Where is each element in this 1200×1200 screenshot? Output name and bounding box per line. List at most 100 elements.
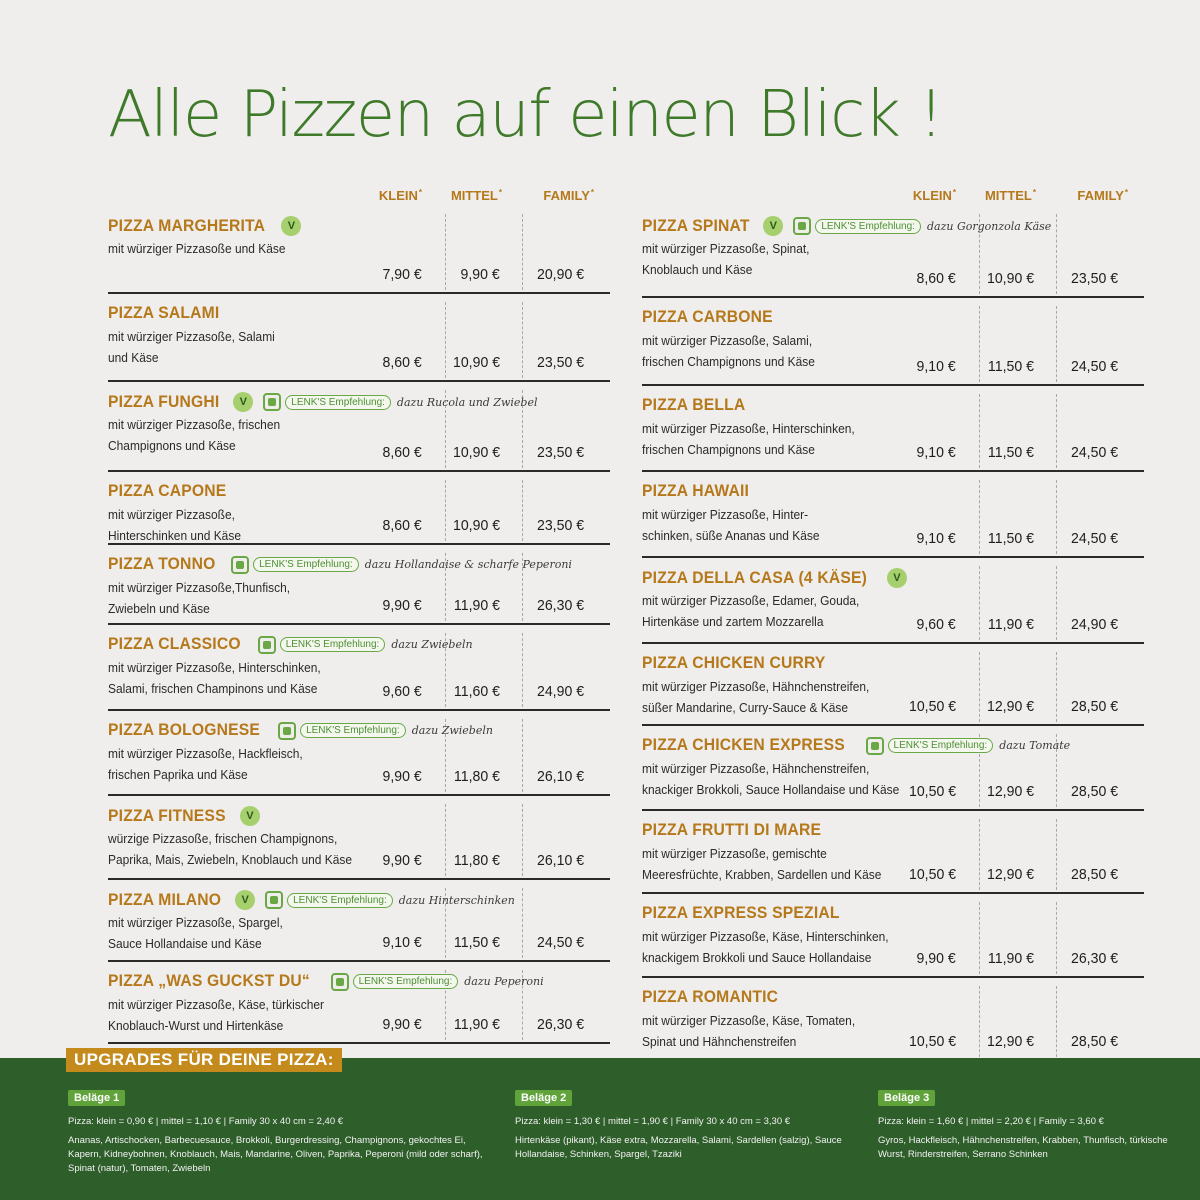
recommendation-text: dazu Gorgonzola Käse xyxy=(926,219,1052,233)
pizza-name: PIZZA ROMANTIC xyxy=(642,988,779,1006)
recommendation-badge: LENK'S Empfehlung: xyxy=(815,218,921,234)
pizza-name: PIZZA EXPRESS SPEZIAL xyxy=(642,904,840,922)
pizza-item: PIZZA CLASSICO LENK'S Empfehlung: dazu Zwi… xyxy=(108,625,610,711)
price-family: 28,50 € xyxy=(1070,1033,1118,1050)
recommendation-text: dazu Peperoni xyxy=(464,975,544,988)
recommendation-badge: LENK'S Empfehlung: xyxy=(285,394,391,410)
pizza-item: PIZZA TONNO LENK'S Empfehlung: dazu Hollan… xyxy=(108,545,610,625)
header-mittel: MITTEL xyxy=(956,188,1036,203)
pizza-item: PIZZA BOLOGNESE LENK'S Empfehlung: dazu Zw… xyxy=(108,711,610,796)
price-klein: 9,10 € xyxy=(916,358,956,375)
pizza-description: mit würziger Pizzasoße, Hähnchenstreifen… xyxy=(642,679,870,694)
pizza-description: mit würziger Pizzasoße, Salami, xyxy=(642,333,813,348)
price-family: 23,50 € xyxy=(536,354,584,371)
vegetarian-icon: V xyxy=(233,392,254,412)
price-mittel: 11,90 € xyxy=(453,1016,500,1033)
recommendation: LENK'S Empfehlung: dazu Rucola und Zwiebe… xyxy=(263,393,537,411)
pizza-name: PIZZA CHICKEN CURRY xyxy=(642,654,826,672)
pizza-description: Salami, frischen Champinons und Käse xyxy=(108,681,318,696)
pizza-description: süßer Mandarine, Curry-Sauce & Käse xyxy=(642,700,849,715)
recommendation-badge: LENK'S Empfehlung: xyxy=(279,637,386,652)
price-klein: 9,90 € xyxy=(382,597,422,614)
pizza-description: frischen Champignons und Käse xyxy=(642,354,815,369)
price-klein: 7,90 € xyxy=(382,266,422,283)
pizza-item: PIZZA FRUTTI DI MARE mit würziger Pizzaso… xyxy=(642,811,1144,894)
price-mittel: 9,90 € xyxy=(460,266,500,283)
pizza-name: PIZZA MARGHERITA xyxy=(108,216,266,235)
price-klein: 9,90 € xyxy=(382,768,422,785)
page-title: Alle Pizzen auf einen Blick ! xyxy=(108,78,944,152)
price-family: 20,90 € xyxy=(536,266,584,283)
price-mittel: 12,90 € xyxy=(986,698,1034,715)
pizza-description: Zwiebeln und Käse xyxy=(108,601,210,616)
recommendation: LENK'S Empfehlung: dazu Zwiebeln xyxy=(278,721,493,740)
price-mittel: 10,90 € xyxy=(452,517,500,534)
recommendation-text: dazu Rucola und Zwiebel xyxy=(396,395,538,409)
recommendation: LENK'S Empfehlung: dazu Tomate xyxy=(865,736,1070,755)
price-family: 24,90 € xyxy=(536,683,584,700)
pizza-name: PIZZA CARBONE xyxy=(642,308,773,326)
price-mittel: 11,50 € xyxy=(987,358,1034,375)
price-family: 26,10 € xyxy=(536,768,584,785)
pizza-description: mit würziger Pizzasoße, Hähnchenstreifen… xyxy=(642,761,870,776)
topping-price: Pizza: klein = 0,90 € | mittel = 1,10 € … xyxy=(68,1116,344,1127)
pizza-item: PIZZA MILANO V LENK'S Empfehlung: dazu Hint… xyxy=(108,880,610,962)
thumbs-up-icon xyxy=(263,393,282,411)
price-family: 23,50 € xyxy=(1070,270,1118,287)
size-header: KLEIN MITTEL FAMILY xyxy=(108,186,610,206)
pizza-description: mit würziger Pizzasoße, Käse, türkischer xyxy=(108,997,325,1012)
recommendation: LENK'S Empfehlung: dazu Hollandaise & sch… xyxy=(231,555,572,574)
price-klein: 10,50 € xyxy=(908,698,956,715)
pizza-description: Champignons und Käse xyxy=(108,438,236,453)
price-klein: 8,60 € xyxy=(382,517,422,534)
pizza-item: PIZZA „WAS GUCKST DU“ LENK'S Empfehlung: d… xyxy=(108,962,610,1044)
recommendation: LENK'S Empfehlung: dazu Peperoni xyxy=(330,972,544,991)
price-family: 28,50 € xyxy=(1070,698,1118,715)
thumbs-up-icon xyxy=(793,217,812,235)
recommendation: LENK'S Empfehlung: dazu Zwiebeln xyxy=(257,635,473,654)
price-klein: 9,90 € xyxy=(916,950,956,967)
price-klein: 8,60 € xyxy=(382,354,422,371)
price-klein: 8,60 € xyxy=(916,270,956,287)
thumbs-up-icon xyxy=(330,972,349,991)
price-klein: 9,10 € xyxy=(916,444,956,461)
pizza-description: mit würziger Pizzasoße, frischen xyxy=(108,417,281,432)
pizza-description: mit würziger Pizzasoße, Hinterschinken, xyxy=(642,421,855,436)
pizza-item: PIZZA BELLA mit würziger Pizzasoße, Hinte… xyxy=(642,386,1144,472)
thumbs-up-icon xyxy=(257,635,276,654)
pizza-description: Spinat und Hähnchenstreifen xyxy=(642,1034,797,1049)
recommendation-badge: LENK'S Empfehlung: xyxy=(300,723,406,738)
pizza-description: Meeresfrüchte, Krabben, Sardellen und Kä… xyxy=(642,867,882,882)
pizza-description: mit würziger Pizzasoße, Hackfleisch, xyxy=(108,746,303,761)
topping-label: Beläge 1 xyxy=(68,1090,126,1106)
pizza-name: PIZZA DELLA CASA (4 KÄSE) xyxy=(642,568,868,587)
recommendation-badge: LENK'S Empfehlung: xyxy=(352,974,459,989)
price-family: 23,50 € xyxy=(536,517,584,534)
pizza-description: mit würziger Pizzasoße, Hinterschinken, xyxy=(108,660,321,675)
pizza-item: PIZZA HAWAII mit würziger Pizzasoße, Hint… xyxy=(642,472,1144,558)
price-mittel: 11,50 € xyxy=(453,934,500,951)
pizza-name: PIZZA BOLOGNESE xyxy=(108,721,261,739)
pizza-description: Hinterschinken und Käse xyxy=(108,528,241,543)
pizza-description: mit würziger Pizzasoße und Käse xyxy=(108,241,286,256)
topping-items: Gyros, Hackfleisch, Hähnchenstreifen, Kr… xyxy=(878,1135,1168,1160)
price-mittel: 10,90 € xyxy=(452,444,500,461)
price-mittel: 12,90 € xyxy=(986,866,1034,883)
header-klein: KLEIN xyxy=(342,188,422,203)
pizza-description: schinken, süße Ananas und Käse xyxy=(642,528,820,543)
pizza-description: knackiger Brokkoli, Sauce Hollandaise un… xyxy=(642,782,900,797)
thumbs-up-icon xyxy=(265,891,284,909)
price-family: 23,50 € xyxy=(536,444,584,461)
header-mittel: MITTEL xyxy=(422,188,502,203)
pizza-name: PIZZA FITNESS xyxy=(108,806,226,825)
pizza-name: PIZZA TONNO xyxy=(108,555,216,573)
pizza-description: frischen Paprika und Käse xyxy=(108,767,248,782)
price-mittel: 11,50 € xyxy=(987,444,1034,461)
vegetarian-icon: V xyxy=(235,890,256,910)
pizza-item: PIZZA EXPRESS SPEZIAL mit würziger Pizzas… xyxy=(642,894,1144,978)
price-klein: 10,50 € xyxy=(908,783,956,800)
price-klein: 10,50 € xyxy=(908,1033,956,1050)
recommendation: LENK'S Empfehlung: dazu Hinterschinken xyxy=(265,891,515,909)
